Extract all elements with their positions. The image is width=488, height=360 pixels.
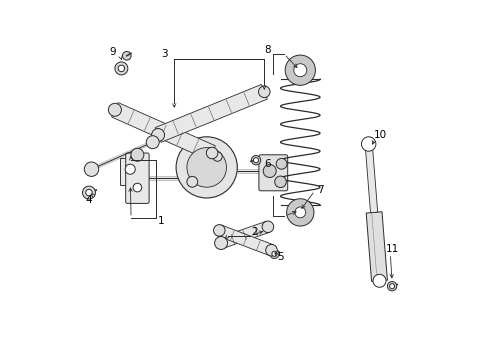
Circle shape bbox=[213, 225, 224, 236]
Text: 3: 3 bbox=[161, 49, 167, 59]
Text: 6: 6 bbox=[264, 159, 271, 169]
Circle shape bbox=[125, 164, 135, 174]
FancyBboxPatch shape bbox=[125, 153, 149, 203]
Circle shape bbox=[389, 284, 394, 289]
Circle shape bbox=[265, 244, 277, 256]
Text: 4: 4 bbox=[85, 195, 92, 205]
Polygon shape bbox=[111, 103, 215, 160]
Circle shape bbox=[361, 137, 375, 151]
Polygon shape bbox=[219, 221, 269, 248]
Circle shape bbox=[286, 199, 313, 226]
Polygon shape bbox=[365, 144, 377, 213]
Circle shape bbox=[146, 136, 159, 149]
Circle shape bbox=[82, 186, 95, 199]
Circle shape bbox=[118, 65, 124, 72]
Circle shape bbox=[271, 251, 276, 256]
Circle shape bbox=[133, 183, 142, 192]
Text: 11: 11 bbox=[385, 244, 398, 254]
Circle shape bbox=[258, 86, 269, 98]
Circle shape bbox=[251, 156, 260, 165]
Circle shape bbox=[253, 158, 258, 163]
Text: 7: 7 bbox=[316, 185, 323, 195]
Circle shape bbox=[386, 282, 396, 291]
Circle shape bbox=[85, 189, 92, 196]
Text: 2: 2 bbox=[251, 227, 257, 237]
Polygon shape bbox=[366, 212, 386, 282]
FancyBboxPatch shape bbox=[258, 155, 287, 191]
Circle shape bbox=[285, 55, 315, 85]
Circle shape bbox=[294, 207, 305, 218]
Ellipse shape bbox=[176, 137, 237, 198]
Polygon shape bbox=[155, 85, 267, 142]
Circle shape bbox=[262, 221, 273, 233]
Circle shape bbox=[214, 237, 227, 249]
Circle shape bbox=[108, 103, 121, 116]
Circle shape bbox=[263, 165, 276, 177]
Text: 5: 5 bbox=[277, 252, 283, 262]
Circle shape bbox=[122, 51, 131, 60]
Circle shape bbox=[293, 64, 306, 77]
Circle shape bbox=[206, 147, 218, 159]
Circle shape bbox=[212, 152, 222, 161]
FancyBboxPatch shape bbox=[120, 158, 140, 185]
Text: 8: 8 bbox=[264, 45, 271, 55]
Circle shape bbox=[131, 148, 143, 161]
Ellipse shape bbox=[186, 148, 226, 187]
Circle shape bbox=[84, 162, 99, 176]
Circle shape bbox=[186, 176, 197, 187]
Circle shape bbox=[274, 176, 285, 188]
Circle shape bbox=[372, 274, 385, 287]
Circle shape bbox=[276, 158, 286, 169]
Circle shape bbox=[151, 129, 164, 141]
Polygon shape bbox=[217, 225, 273, 256]
Circle shape bbox=[269, 249, 279, 258]
Circle shape bbox=[115, 62, 127, 75]
Text: 1: 1 bbox=[157, 216, 164, 226]
Text: 9: 9 bbox=[109, 47, 116, 57]
Text: 10: 10 bbox=[373, 130, 386, 140]
